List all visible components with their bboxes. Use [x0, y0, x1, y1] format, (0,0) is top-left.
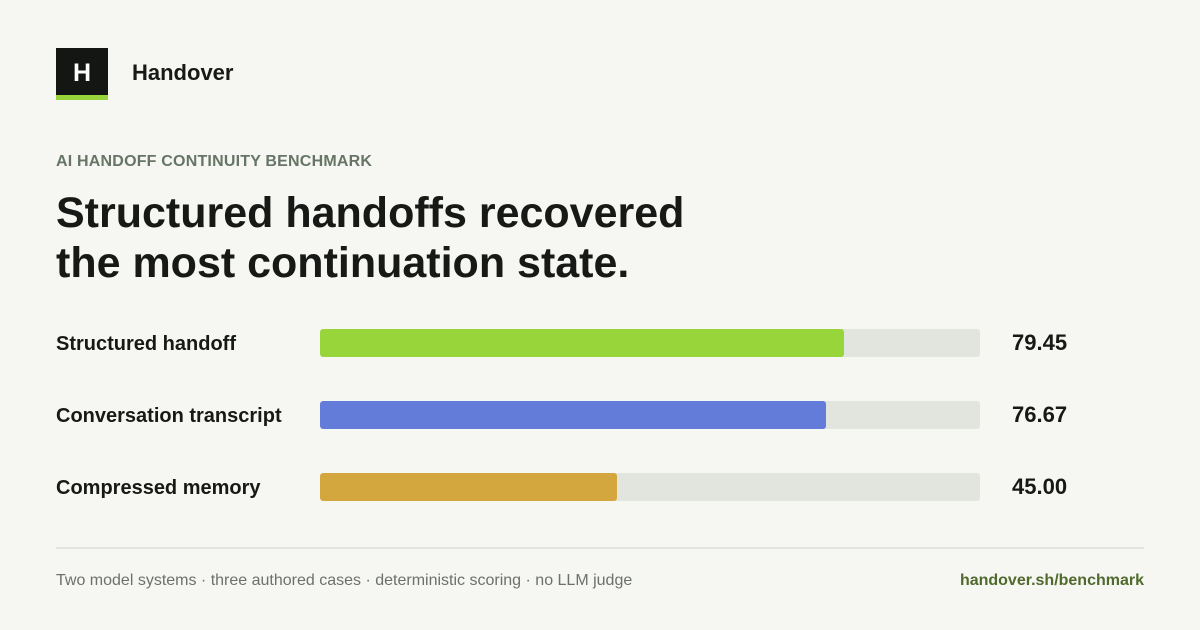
eyebrow-label: AI HANDOFF CONTINUITY BENCHMARK: [56, 153, 373, 170]
bar-row: Conversation transcript 76.67: [56, 392, 1144, 438]
brand-logo: H: [56, 48, 108, 100]
benchmark-bar-chart: Structured handoff 79.45 Conversation tran…: [56, 320, 1144, 520]
bar: [320, 329, 845, 357]
footer-divider: [56, 547, 1144, 549]
brand-name: Handover: [132, 60, 234, 85]
bar-track: [320, 473, 980, 501]
bar-row: Compressed memory 45.00: [56, 464, 1144, 510]
bar-value-label: 79.45: [1012, 330, 1068, 355]
bar-label: Conversation transcript: [56, 405, 282, 427]
headline-line-2: the most continuation state.: [56, 239, 630, 287]
bar-label: Compressed memory: [56, 477, 261, 499]
bar: [320, 401, 827, 429]
bar: [320, 473, 617, 501]
benchmark-link[interactable]: handover.sh/benchmark: [959, 572, 1144, 589]
bar-value-label: 45.00: [1012, 474, 1068, 499]
headline: Structured handoffs recovered the most c…: [56, 188, 816, 288]
bar-value-label: 76.67: [1012, 402, 1068, 427]
bar-track: [320, 401, 980, 429]
bar-track: [320, 329, 980, 357]
headline-line-1: Structured handoffs recovered: [56, 189, 685, 237]
footer-note: Two model systems · three authored cases…: [56, 572, 633, 589]
bar-label: Structured handoff: [56, 333, 236, 355]
brand-logo-letter: H: [72, 58, 92, 87]
bar-row: Structured handoff 79.45: [56, 320, 1144, 366]
